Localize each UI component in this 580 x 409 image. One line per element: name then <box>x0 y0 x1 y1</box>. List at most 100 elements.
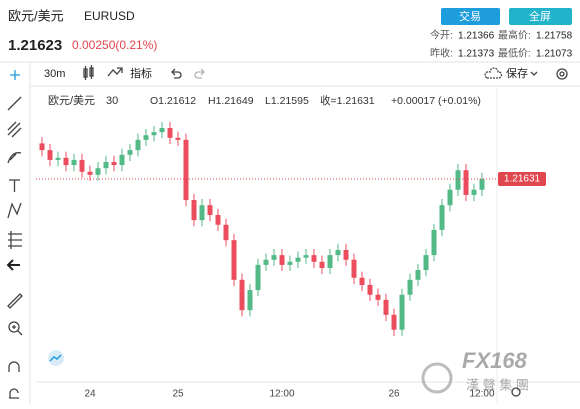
candle-body <box>119 154 125 166</box>
trade-button-label[interactable]: 交易 <box>459 9 481 23</box>
candle-body <box>151 132 157 136</box>
candle-body <box>383 299 389 315</box>
watermark-brand: FX168 <box>462 348 528 373</box>
pattern-tool[interactable] <box>7 202 22 219</box>
candle-body <box>327 255 333 268</box>
price-change: 0.00250(0.21%) <box>72 38 157 52</box>
candle-body <box>375 294 381 300</box>
back-tool[interactable] <box>6 259 20 271</box>
zoom-tool[interactable] <box>8 321 23 336</box>
candle-body <box>407 279 413 295</box>
undo-icon[interactable] <box>171 68 182 79</box>
chart-logo <box>48 350 64 366</box>
candle-body <box>255 264 261 291</box>
interval-button[interactable]: 30m <box>44 68 65 80</box>
candle-body <box>63 157 69 166</box>
candle-body <box>135 139 141 151</box>
candle-body <box>471 189 477 195</box>
candle-body <box>79 159 85 172</box>
candle-body <box>263 259 269 265</box>
candle-body <box>175 137 181 140</box>
candle-body <box>319 261 325 268</box>
price-line-tag <box>498 171 546 186</box>
candle-body <box>455 170 461 190</box>
price-line-label: 1.21631 <box>504 174 541 185</box>
candle-body <box>55 157 61 160</box>
save-button[interactable]: 保存 <box>506 66 528 80</box>
candle-body <box>143 135 149 140</box>
fib-tool[interactable] <box>7 121 22 138</box>
candle-body <box>303 255 309 258</box>
candle-body <box>159 128 165 133</box>
stat-value: 1.21366 <box>458 31 495 42</box>
price: 1.21623 <box>8 37 62 54</box>
trend-line-tool[interactable] <box>7 96 22 111</box>
candle-body <box>351 259 357 278</box>
candle-body <box>167 128 173 138</box>
cloud-icon[interactable] <box>484 67 503 79</box>
legend-low: L1.21595 <box>265 95 309 107</box>
indicators-button[interactable]: 指标 <box>130 66 152 80</box>
brush-tool[interactable] <box>7 152 22 164</box>
prediction-tool[interactable] <box>8 231 22 249</box>
candle-body <box>431 229 437 256</box>
compare-icon[interactable] <box>107 67 123 77</box>
settings-icon[interactable] <box>556 68 568 80</box>
legend-high: H1.21649 <box>208 95 254 107</box>
candle-body <box>215 214 221 225</box>
stat-label: 最低价: <box>498 47 531 60</box>
pair: 欧元/美元 <box>8 8 64 23</box>
candle-body <box>391 314 397 330</box>
crosshair-tool[interactable] <box>10 70 20 80</box>
candle-body <box>287 261 293 265</box>
candle-body <box>279 255 285 265</box>
stat-label: 昨收: <box>430 47 453 60</box>
magnet-tool[interactable] <box>8 361 20 372</box>
save-menu-icon[interactable] <box>530 71 538 76</box>
candle-body <box>271 255 277 260</box>
candle-body <box>95 168 101 175</box>
redo-icon[interactable] <box>194 68 205 79</box>
candle-body <box>423 255 429 271</box>
candle-body <box>103 161 109 169</box>
x-tick-label: 12:00 <box>269 389 294 400</box>
x-tick-label: 26 <box>388 389 400 400</box>
x-tick-label: 24 <box>84 389 96 400</box>
x-tick-label: 25 <box>172 389 184 400</box>
text-tool[interactable] <box>9 179 20 192</box>
trade-button[interactable] <box>441 8 500 25</box>
candle-body <box>199 205 205 221</box>
fullscreen-button-label[interactable]: 全屏 <box>529 9 551 23</box>
candle-body <box>87 171 93 175</box>
candle-body <box>127 150 133 155</box>
stat-value: 1.21758 <box>536 31 573 42</box>
candle-body <box>47 150 53 160</box>
stat-value: 1.21073 <box>536 49 573 60</box>
stat-label: 今开: <box>430 29 453 42</box>
candle-body <box>247 290 253 311</box>
lock-tool[interactable] <box>9 388 19 399</box>
candle-body <box>415 270 421 280</box>
measure-tool[interactable] <box>7 293 23 309</box>
stat-value: 1.21373 <box>458 49 495 60</box>
candle-body <box>231 240 237 280</box>
candle-type-icon[interactable] <box>83 65 94 80</box>
x-tick-label: 12:00 <box>469 389 494 400</box>
candle-body <box>71 159 77 166</box>
candle-body <box>207 205 213 215</box>
legend-pair: 欧元/美元 <box>48 94 95 107</box>
axis-settings-icon[interactable] <box>511 387 521 397</box>
candle-body <box>223 224 229 241</box>
candle-body <box>335 249 341 256</box>
candle-body <box>239 279 245 311</box>
candle-body <box>295 257 301 262</box>
candle-body <box>367 284 373 295</box>
fullscreen-button[interactable] <box>509 8 572 25</box>
legend-close: 收=1.21631 <box>320 94 375 107</box>
candle-body <box>111 161 117 166</box>
stat-label: 最高价: <box>498 29 531 42</box>
legend-interval: 30 <box>106 95 118 107</box>
candle-body <box>447 189 453 206</box>
